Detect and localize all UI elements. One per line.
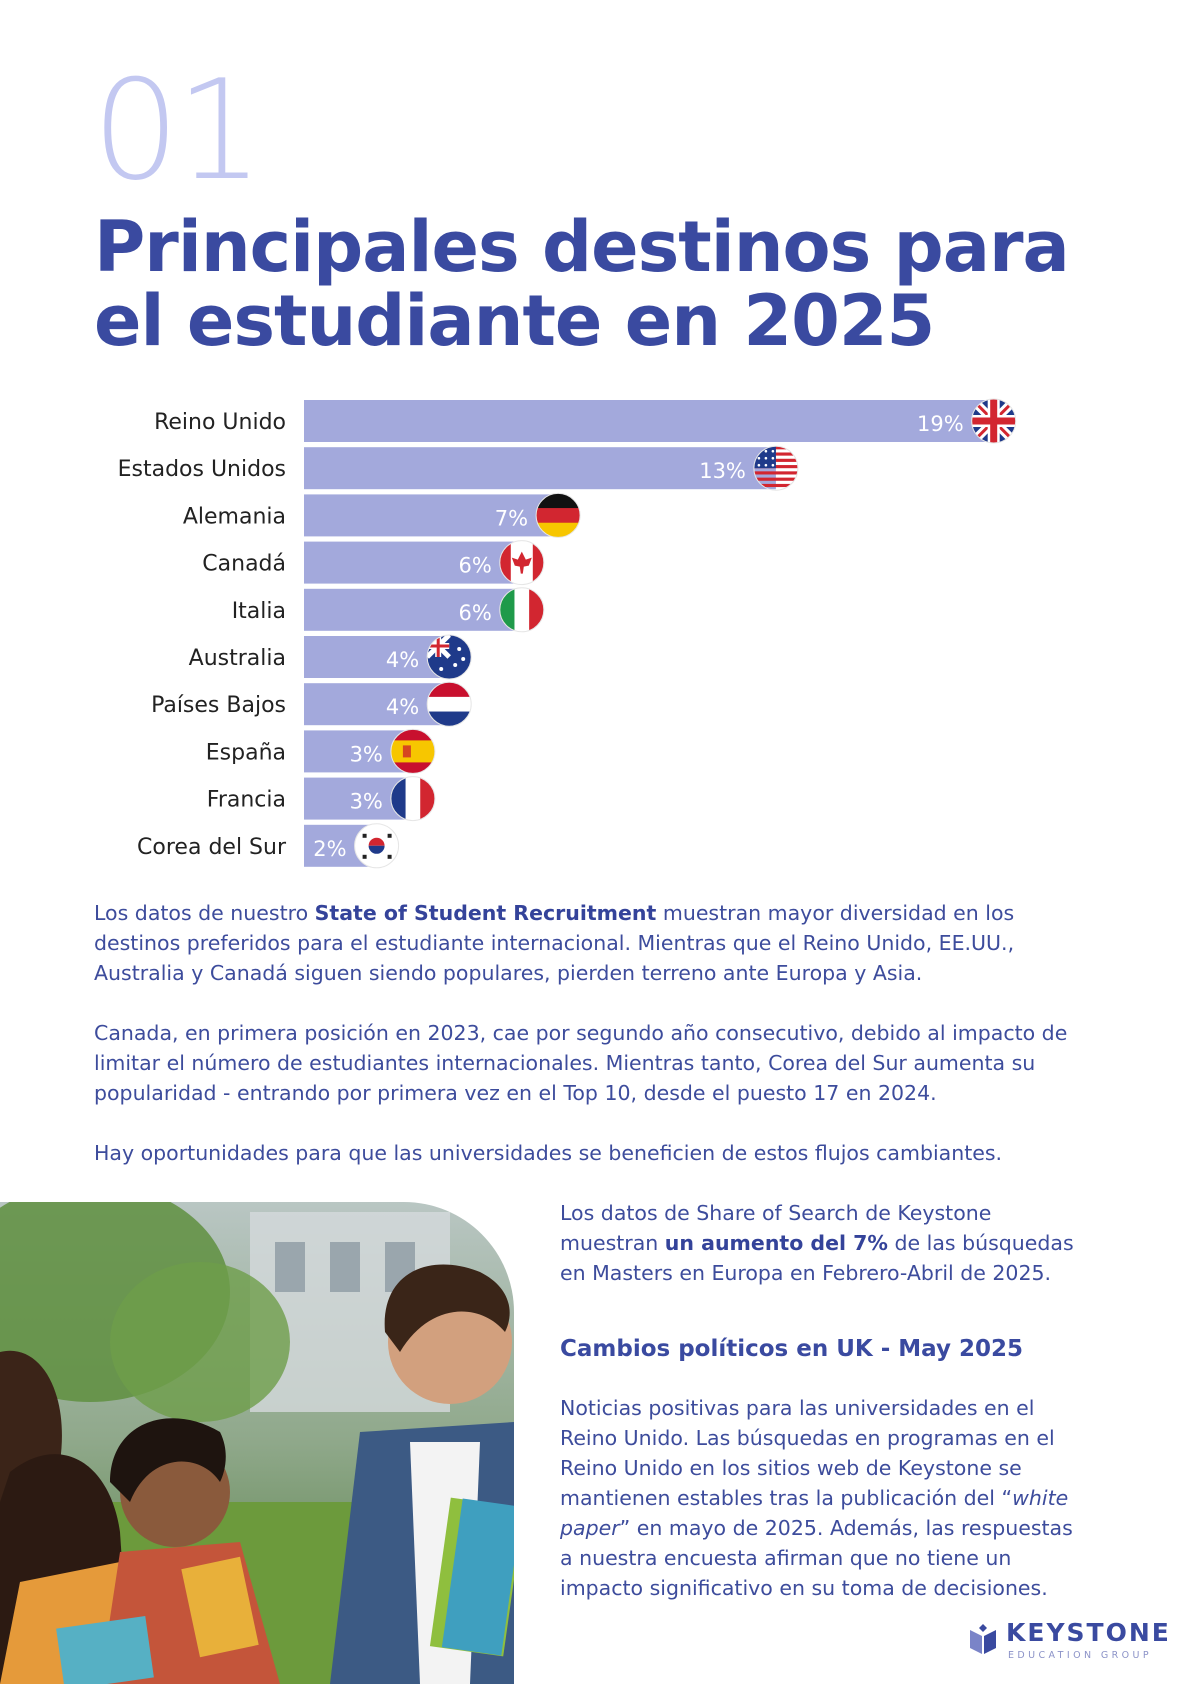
canada-flag-icon	[499, 540, 545, 586]
category-label-corea-del-sur: Corea del Sur	[137, 835, 287, 860]
value-label-australia: 4%	[386, 648, 419, 672]
usa-flag-icon	[753, 445, 799, 491]
uk-policy-paragraph: Noticias positivas para las universidade…	[560, 1393, 1080, 1603]
value-label-francia: 3%	[350, 790, 383, 814]
value-label-estados-unidos: 13%	[699, 459, 746, 483]
value-label-alemania: 7%	[495, 506, 528, 530]
category-label-estados-unidos: Estados Unidos	[118, 457, 286, 482]
bar-estados-unidos	[304, 447, 776, 490]
keystone-logo: KEYSTONE EDUCATION GROUP	[968, 1618, 1169, 1668]
share-text-start: Los datos de Share of Search de Keystone…	[560, 1201, 992, 1255]
logo-wordmark: KEYSTONE	[1006, 1618, 1171, 1647]
category-label-reino-unido: Reino Unido	[154, 410, 286, 435]
value-label-espana: 3%	[350, 742, 383, 766]
category-label-francia: Francia	[207, 788, 286, 813]
destinations-bar-chart: Reino Unido 19% Estados Unidos 13% Alemania 7…	[118, 398, 1017, 869]
italy-flag-icon	[499, 587, 545, 633]
uk-text-end: ” en mayo de 2025. Además, las respuesta…	[560, 1516, 1073, 1600]
bar-canada	[304, 541, 522, 584]
netherlands-flag-icon	[426, 681, 472, 727]
bar-alemania	[304, 494, 559, 537]
share-text-end: de las búsquedas en Masters en Europa en…	[560, 1231, 1074, 1285]
category-label-espana: España	[206, 740, 286, 765]
uk-policy-heading: Cambios políticos en UK - May 2025	[560, 1336, 1024, 1362]
bar-italia	[304, 588, 522, 631]
section-number: 01	[92, 50, 264, 211]
germany-flag-icon	[535, 492, 581, 538]
category-label-italia: Italia	[232, 599, 286, 624]
value-label-canada: 6%	[458, 554, 491, 578]
page-title: Principales destinos para el estudiante …	[94, 210, 1134, 358]
uk-flag-icon	[971, 398, 1017, 444]
value-label-italia: 6%	[458, 601, 491, 625]
canada-paragraph: Canada, en primera posición en 2023, cae…	[94, 1021, 1068, 1105]
students-photo	[0, 1202, 514, 1684]
bar-australia	[304, 636, 450, 678]
category-label-canada: Canadá	[202, 552, 286, 577]
spain-flag-icon	[390, 728, 436, 774]
category-label-alemania: Alemania	[183, 504, 286, 529]
share-of-search-paragraph: Los datos de Share of Search de Keystone…	[560, 1198, 1080, 1288]
bar-reino-unido	[304, 400, 994, 442]
category-label-paises-bajos: Países Bajos	[151, 693, 286, 718]
value-label-reino-unido: 19%	[917, 412, 964, 436]
category-label-australia: Australia	[189, 646, 286, 671]
bar-paises-bajos	[304, 683, 450, 726]
south-korea-flag-icon	[354, 823, 400, 869]
uk-text-start: Noticias positivas para las universidade…	[560, 1396, 1055, 1510]
white-paper-term: white paper	[560, 1486, 1069, 1540]
value-label-corea-del-sur: 2%	[313, 837, 346, 861]
intro-text-start: Los datos de nuestro	[94, 901, 315, 925]
value-label-paises-bajos: 4%	[386, 695, 419, 719]
france-flag-icon	[390, 776, 436, 822]
keystone-book-icon	[970, 1624, 996, 1654]
page-title-line-1: Principales destinos para	[94, 206, 1070, 288]
opportunities-paragraph: Hay oportunidades para que las universid…	[94, 1141, 1003, 1165]
increase-highlight: un aumento del 7%	[664, 1231, 888, 1255]
intro-paragraph: Los datos de nuestro State of Student Re…	[94, 898, 1074, 988]
intro-text-end: muestran mayor diversidad en los destino…	[94, 901, 1015, 985]
logo-subtitle: EDUCATION GROUP	[1008, 1650, 1152, 1661]
australia-flag-icon	[426, 634, 472, 680]
report-name: State of Student Recruitment	[314, 901, 657, 925]
page-title-line-2: el estudiante en 2025	[94, 280, 935, 362]
